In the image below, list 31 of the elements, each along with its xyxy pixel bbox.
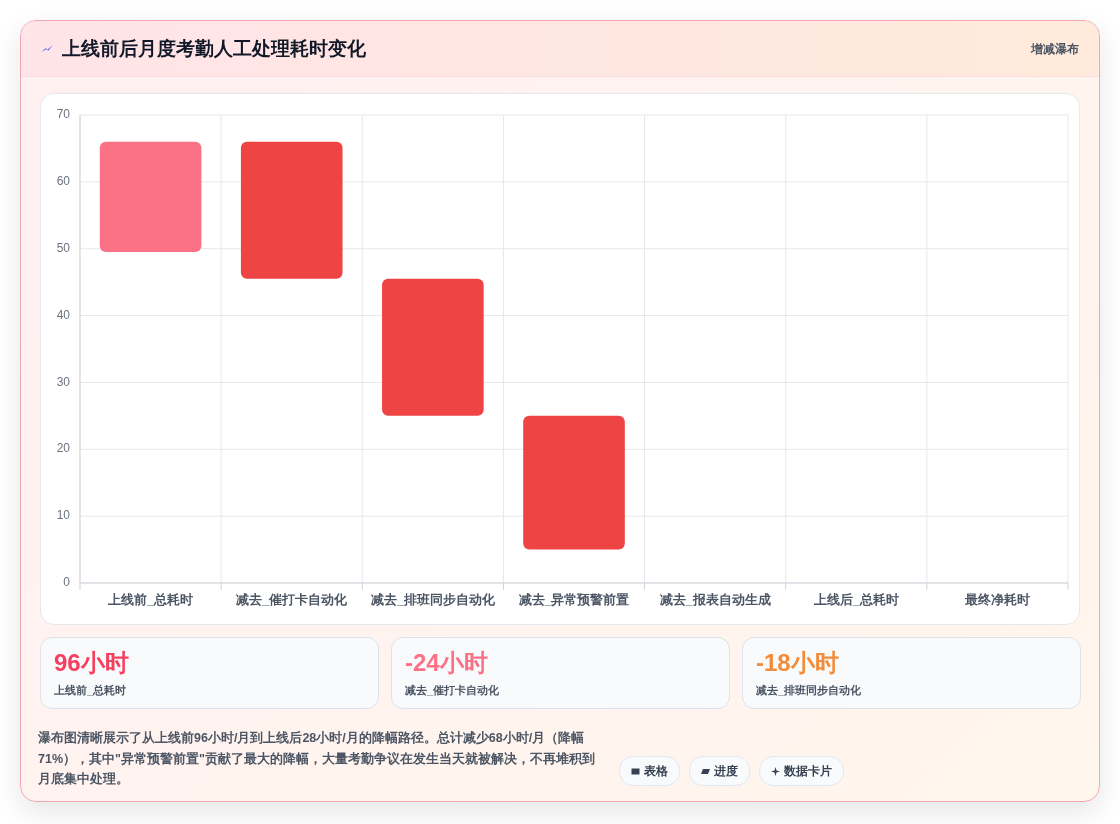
text: 进度	[714, 763, 738, 779]
y-tick-label: 20	[56, 441, 71, 456]
text: 数据卡片	[784, 763, 832, 779]
text: -18小时	[756, 648, 839, 678]
y-tick-label: 50	[56, 240, 71, 255]
y-tick-label: 60	[56, 174, 71, 189]
y-tick-label: 30	[56, 374, 71, 389]
text: 表格	[644, 763, 668, 779]
x-tick-label: 减去_报表自动生成	[659, 593, 771, 608]
y-tick-label: 40	[56, 307, 71, 322]
text: 上线前_总耗时	[54, 683, 127, 697]
x-tick-label: 减去_催打卡自动化	[236, 593, 349, 608]
text: 瀑布图清晰展示了从上线前96小时/月到上线后28小时/月的降幅路径。总计减少68小时/月（降幅71%），其中"异常预警前置"贡献了最大的降幅，大量考勤争议在发生当天就被解决，不再堆积到月底集中处理。	[38, 730, 596, 788]
y-tick-label: 70	[56, 107, 71, 122]
x-tick-label: 减去_排班同步自动化	[370, 593, 496, 608]
x-tick-label: 上线后_总耗时	[812, 592, 899, 608]
y-tick-label: 0	[63, 575, 71, 590]
x-tick-label: 减去_异常预警前置	[518, 593, 630, 608]
bar	[382, 278, 484, 416]
chart-title: 上线前后月度考勤人工处理耗时变化	[62, 37, 366, 61]
x-tick-label: 最终净耗时	[963, 592, 1030, 608]
text: 96小时	[54, 648, 129, 678]
x-tick-label: 上线前_总耗时	[107, 592, 194, 608]
text: 减去_排班同步自动化	[756, 683, 862, 697]
bar	[99, 141, 202, 253]
bar	[240, 141, 343, 279]
y-tick-label: 10	[56, 508, 71, 523]
text: 减去_催打卡自动化	[405, 683, 500, 697]
chart-subtitle: 增减瀑布	[1031, 41, 1079, 57]
text: -24小时	[405, 648, 488, 678]
bar	[523, 415, 625, 550]
